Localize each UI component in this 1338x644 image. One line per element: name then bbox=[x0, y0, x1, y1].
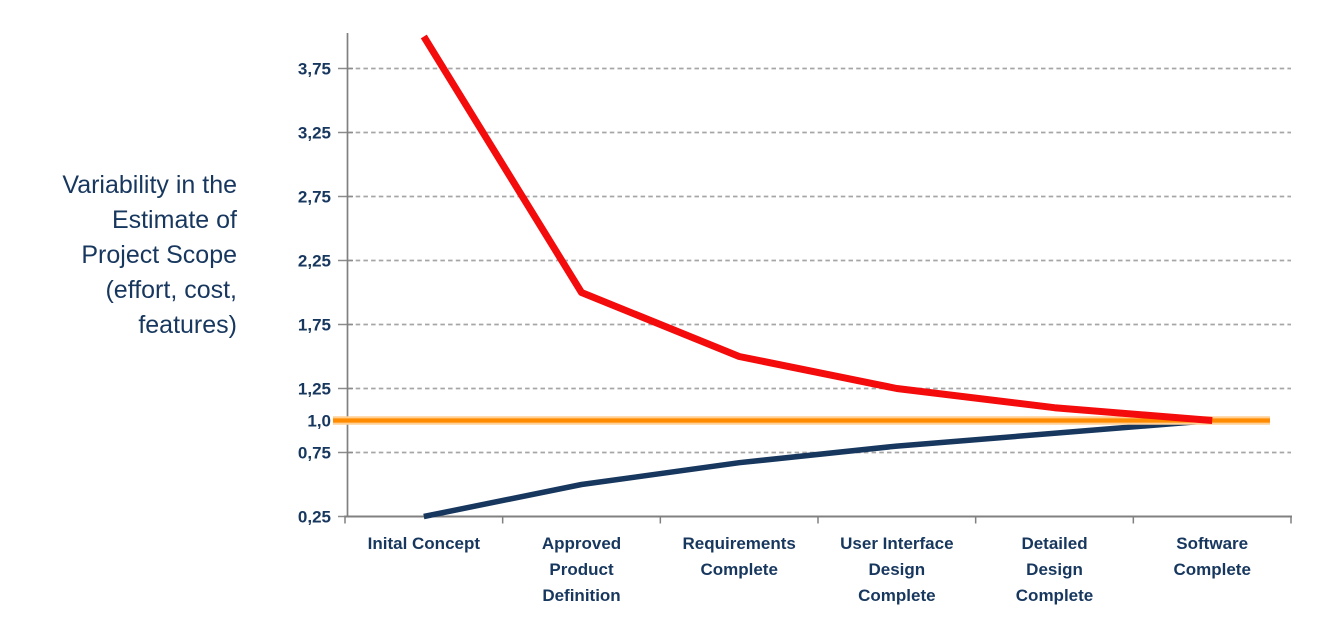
y-tick-label: 0,75 bbox=[298, 444, 331, 463]
x-axis-label: Approved Product Definition bbox=[541, 534, 622, 605]
y-tick-label: 2,75 bbox=[298, 188, 331, 207]
y-tick-label: 3,25 bbox=[298, 124, 331, 143]
x-axis-label: Software Complete bbox=[1173, 534, 1251, 579]
x-axis-labels: Inital Concept Approved Product Definitio… bbox=[345, 531, 1291, 609]
y-tick-label: 1,75 bbox=[298, 316, 331, 335]
y-tick-label: 0,25 bbox=[298, 508, 331, 527]
y-tick-label: 2,25 bbox=[298, 252, 331, 271]
x-axis-label: Requirements Complete bbox=[682, 534, 796, 579]
x-axis-label: User Interface Design Complete bbox=[840, 534, 954, 605]
y-tick-label: 1,0 bbox=[307, 412, 331, 431]
y-tick-label: 1,25 bbox=[298, 380, 331, 399]
x-axis-label: Inital Concept bbox=[367, 534, 481, 553]
lower-estimate-line bbox=[423, 417, 1213, 520]
x-axis-label: Detailed Design Complete bbox=[1015, 534, 1094, 605]
y-tick-label: 3,75 bbox=[298, 60, 331, 79]
upper-estimate-line bbox=[420, 34, 1213, 424]
y-axis-title: Variability in the Estimate of Project S… bbox=[62, 171, 237, 339]
